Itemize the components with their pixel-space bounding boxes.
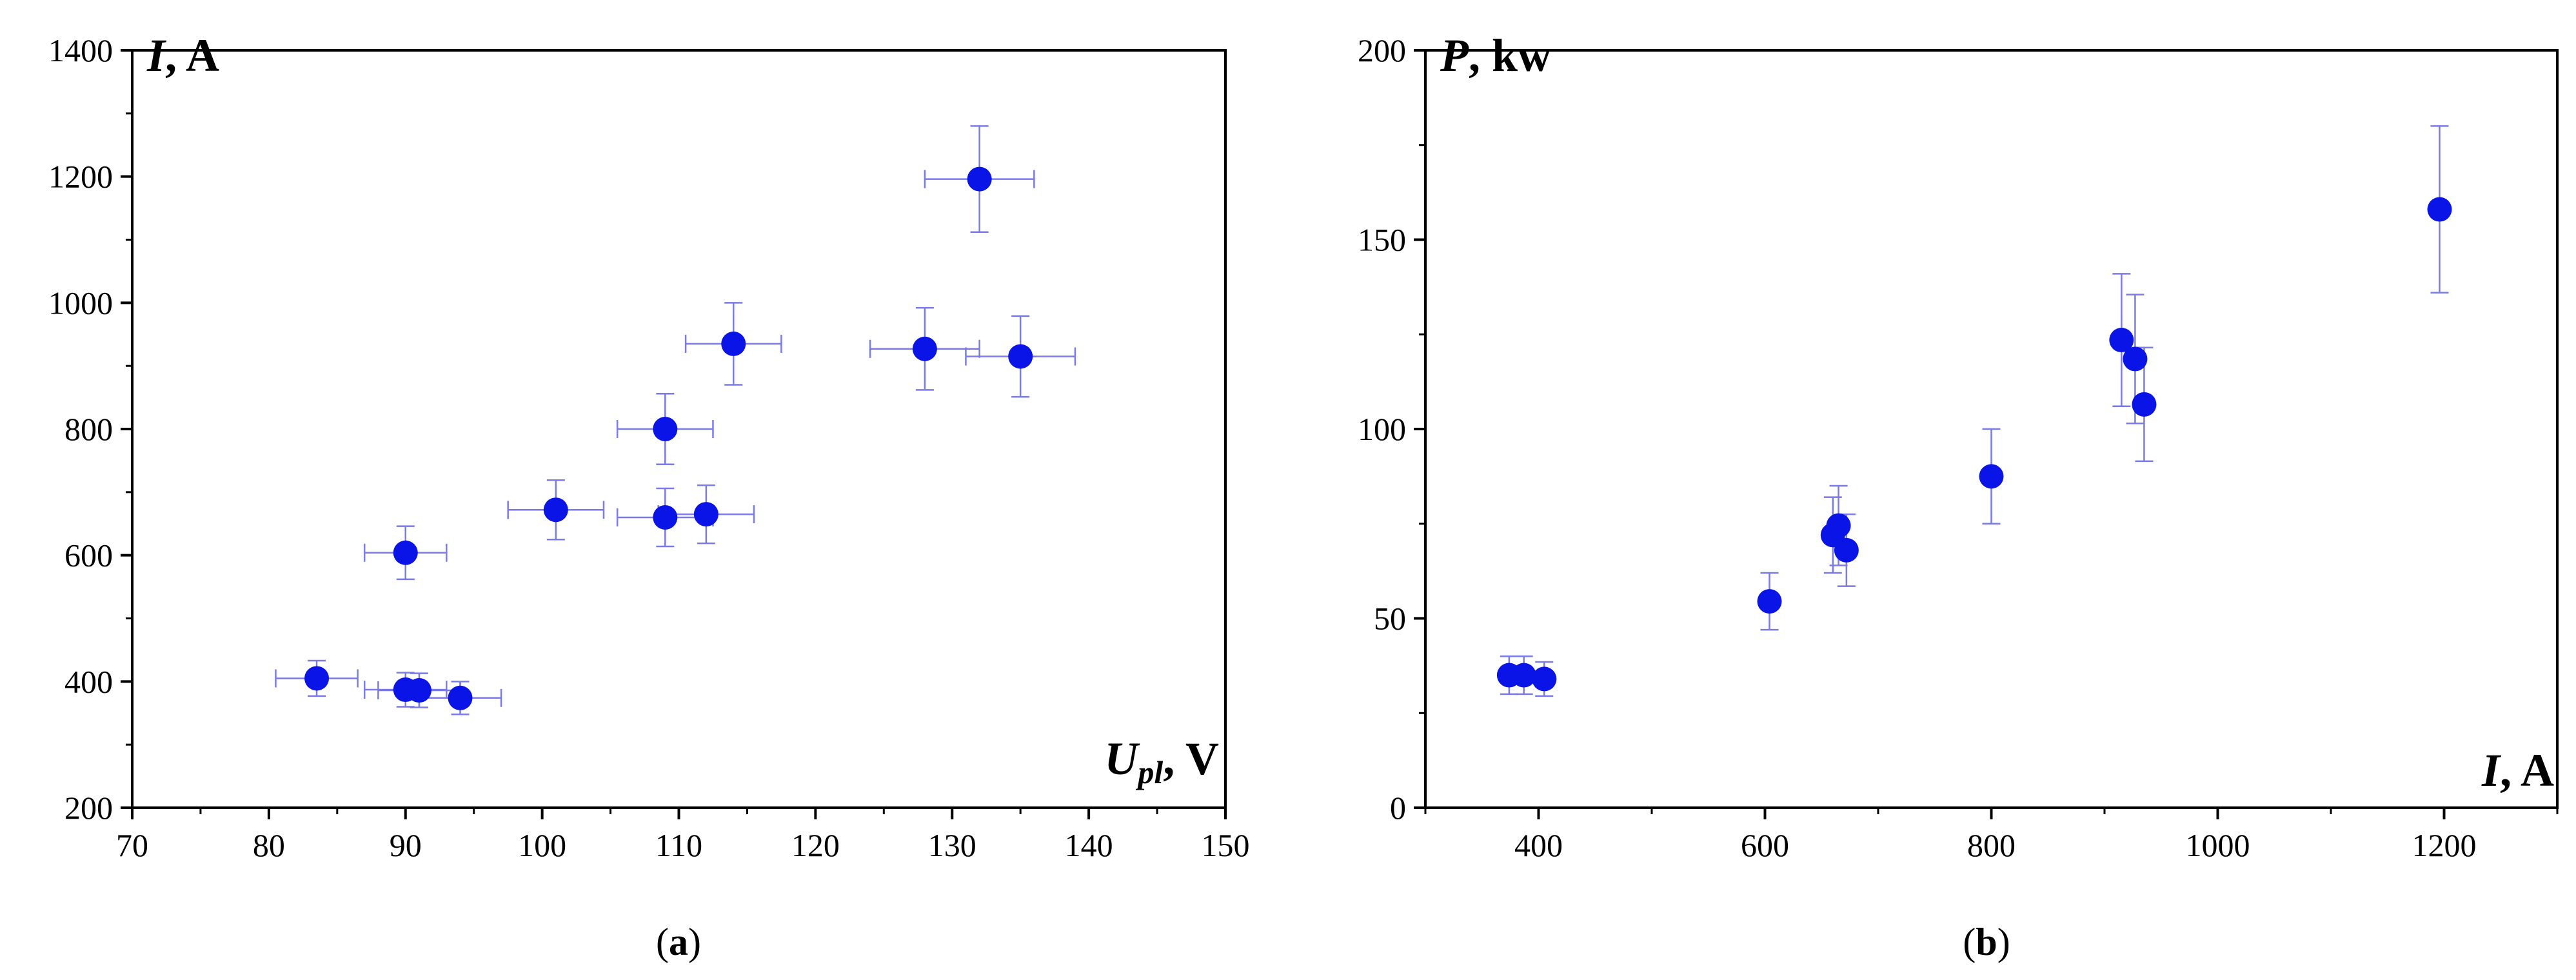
- y-tick-label: 1200: [48, 159, 113, 195]
- data-point: [448, 685, 473, 710]
- y-tick-label: 150: [1358, 222, 1406, 258]
- data-point: [912, 336, 937, 361]
- x-axis-subscript: pl: [1135, 754, 1163, 790]
- y-axis-unit: , kw: [1469, 30, 1551, 81]
- chart-panel-b: 400 600 800 1000 1200 0 50 100 150 200 P, kw I, A…: [1358, 30, 2559, 963]
- data-markers: [1496, 197, 2452, 692]
- x-axis-title: I, A: [2481, 745, 2554, 796]
- data-point: [1008, 344, 1033, 369]
- axis-ticks: [1414, 49, 2559, 819]
- panel-letter: a: [669, 921, 688, 963]
- data-point: [693, 502, 718, 527]
- x-tick-label: 600: [1741, 827, 1789, 863]
- panel-letter: b: [1976, 921, 1997, 963]
- data-point: [721, 331, 746, 356]
- y-tick-label: 200: [64, 790, 113, 826]
- data-point: [1979, 464, 2004, 489]
- data-point: [1511, 663, 1536, 688]
- data-point: [406, 678, 431, 703]
- y-axis-symbol: P: [1440, 30, 1469, 81]
- y-tick-label: 800: [64, 411, 113, 447]
- axis-ticks: [121, 49, 1227, 819]
- data-point: [393, 540, 418, 565]
- y-tick-label: 400: [64, 663, 113, 699]
- error-bars: [275, 125, 1076, 715]
- x-tick-label: 140: [1065, 827, 1113, 863]
- x-tick-label: 90: [390, 827, 422, 863]
- data-point: [967, 166, 992, 192]
- x-tick-label: 130: [928, 827, 976, 863]
- x-axis-symbol: I: [2481, 745, 2502, 796]
- error-bars: [1500, 125, 2449, 697]
- x-axis-unit: , A: [2500, 745, 2554, 796]
- panel-label: (b): [1963, 921, 2010, 963]
- x-tick-label: 100: [518, 827, 566, 863]
- data-point: [1757, 589, 1782, 614]
- x-tick-label: 70: [116, 827, 148, 863]
- data-point: [2109, 328, 2134, 353]
- data-point: [1532, 666, 1557, 692]
- data-point: [304, 666, 330, 691]
- chart-panel-a: 70 80 90 100 110 120 130 140 150 200 400 600 800 1000…: [48, 30, 1250, 963]
- panel-label: (a): [656, 921, 701, 963]
- y-axis-symbol: I: [146, 30, 167, 81]
- y-axis-title: I, A: [146, 30, 219, 81]
- x-axis-title: Upl, V: [1104, 733, 1219, 790]
- y-tick-label: 200: [1358, 32, 1406, 68]
- data-point: [653, 505, 678, 530]
- tick-labels: 400 600 800 1000 1200 0 50 100 150 200: [1358, 32, 2477, 863]
- data-markers: [304, 166, 1033, 710]
- y-tick-label: 0: [1390, 790, 1406, 826]
- data-point: [653, 417, 678, 441]
- x-axis-unit: , V: [1163, 733, 1219, 785]
- data-point: [543, 497, 568, 523]
- x-tick-label: 800: [1967, 827, 2016, 863]
- data-point: [2123, 346, 2148, 372]
- data-point: [1826, 513, 1851, 538]
- x-tick-label: 120: [791, 827, 840, 863]
- y-tick-label: 1000: [48, 285, 113, 321]
- x-tick-label: 80: [253, 827, 285, 863]
- data-point: [2427, 197, 2452, 222]
- x-tick-label: 400: [1514, 827, 1563, 863]
- y-axis-unit: , A: [165, 30, 219, 81]
- x-tick-label: 110: [655, 827, 702, 863]
- y-tick-label: 100: [1358, 411, 1406, 447]
- y-axis-title: P, kw: [1440, 30, 1551, 81]
- y-tick-label: 600: [64, 537, 113, 574]
- tick-labels: 70 80 90 100 110 120 130 140 150 200 400 600 800 1000…: [48, 32, 1250, 863]
- x-axis-symbol: U: [1104, 733, 1140, 785]
- x-tick-label: 150: [1202, 827, 1250, 863]
- y-tick-label: 50: [1374, 601, 1406, 637]
- data-point: [2132, 392, 2157, 417]
- data-point: [1834, 537, 1859, 563]
- x-tick-label: 1200: [2412, 827, 2477, 863]
- x-tick-label: 1000: [2186, 827, 2250, 863]
- y-tick-label: 1400: [48, 32, 113, 68]
